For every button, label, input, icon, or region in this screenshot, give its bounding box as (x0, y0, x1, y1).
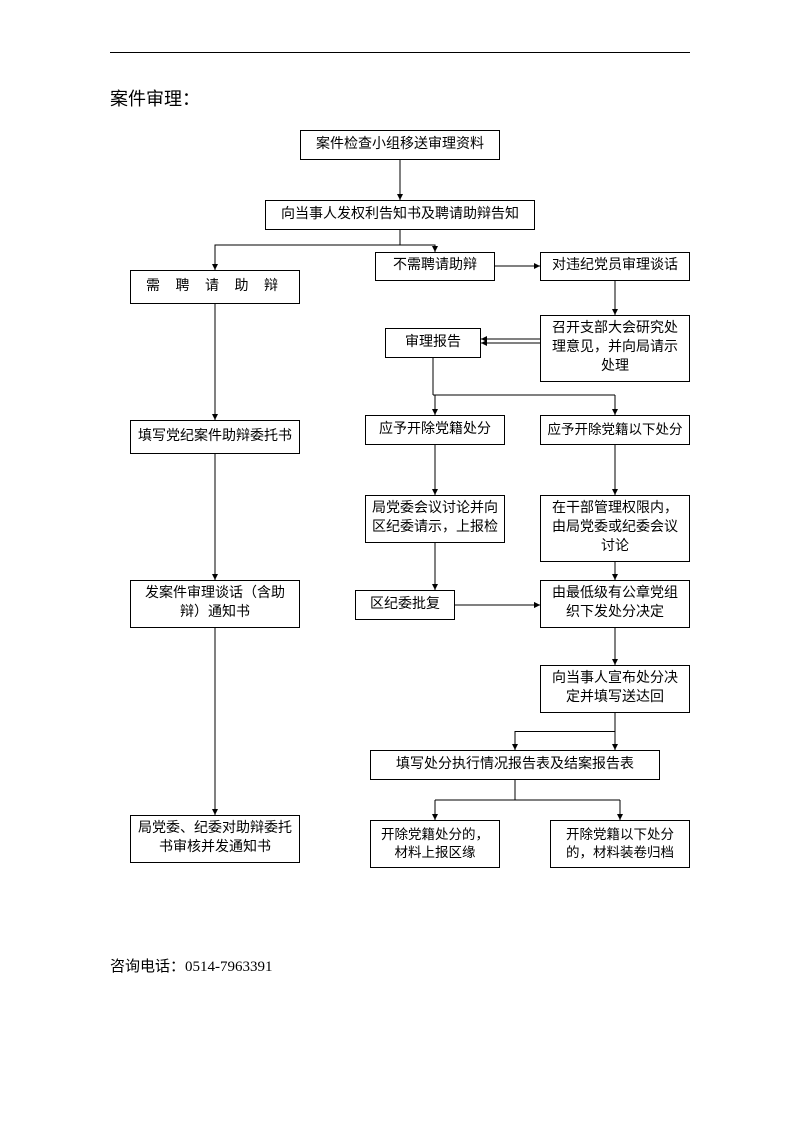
flow-node-n19: 开除党籍以下处分的，材料装卷归档 (550, 820, 690, 868)
flow-node-n14: 由最低级有公章党组织下发处分决定 (540, 580, 690, 628)
flow-node-n20: 局党委、纪委对助辩委托书审核并发通知书 (130, 815, 300, 863)
flow-node-n16: 向当事人宣布处分决定并填写送达回 (540, 665, 690, 713)
flow-node-n18: 开除党籍处分的，材料上报区缘 (370, 820, 500, 868)
flow-node-n3: 需 聘 请 助 辩 (130, 270, 300, 304)
flow-node-n4: 不需聘请助辩 (375, 252, 495, 281)
flow-node-n10: 应予开除党籍以下处分 (540, 415, 690, 445)
flow-node-n2: 向当事人发权利告知书及聘请助辩告知 (265, 200, 535, 230)
flow-node-n8: 填写党纪案件助辩委托书 (130, 420, 300, 454)
flow-node-n12: 在干部管理权限内，由局党委或纪委会议讨论 (540, 495, 690, 562)
flow-node-n5: 对违纪党员审理谈话 (540, 252, 690, 281)
flow-node-n11: 局党委会议讨论并向区纪委请示，上报检 (365, 495, 505, 543)
flow-node-n6: 审理报告 (385, 328, 481, 358)
flow-node-n7: 召开支部大会研究处理意见，并向局请示处理 (540, 315, 690, 382)
flow-node-n1: 案件检查小组移送审理资料 (300, 130, 500, 160)
flow-node-n17: 填写处分执行情况报告表及结案报告表 (370, 750, 660, 780)
flow-node-n15: 发案件审理谈话（含助辩）通知书 (130, 580, 300, 628)
footer-contact: 咨询电话：0514-7963391 (110, 955, 273, 976)
flow-node-n9: 应予开除党籍处分 (365, 415, 505, 445)
flow-node-n13: 区纪委批复 (355, 590, 455, 620)
